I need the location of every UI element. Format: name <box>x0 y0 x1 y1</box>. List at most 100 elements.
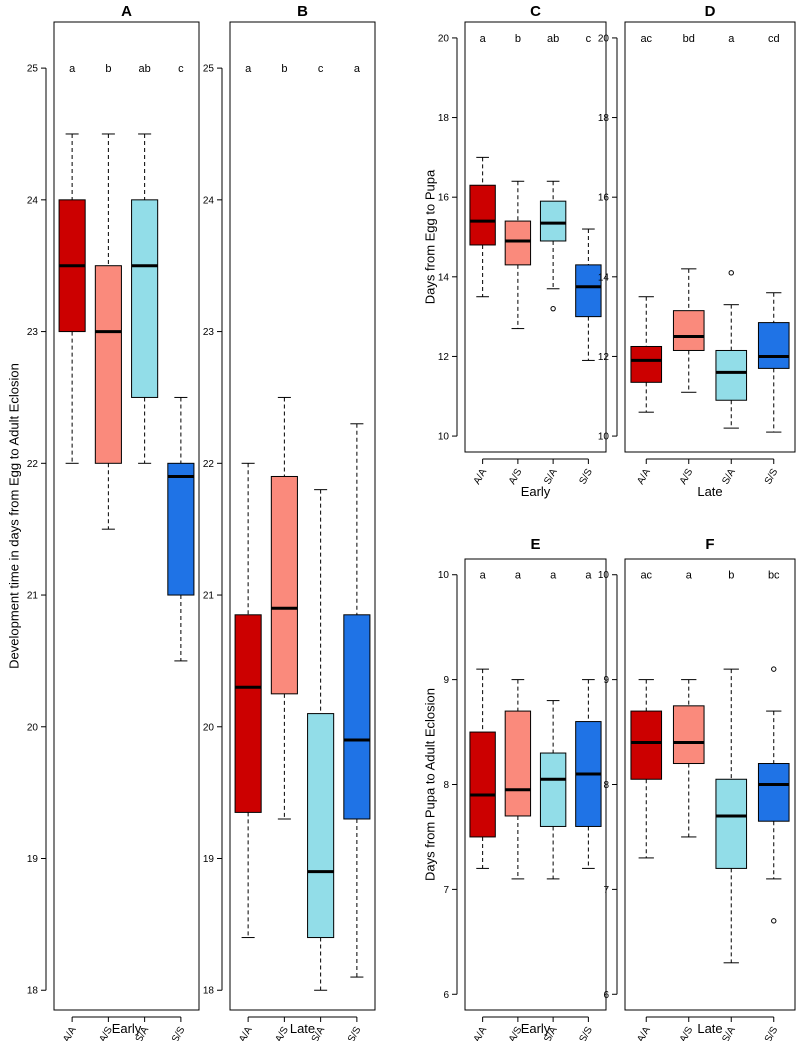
y-tick-label: 9 <box>443 675 449 686</box>
box-sa <box>539 752 567 827</box>
panel-title: D <box>705 3 716 20</box>
box-ss <box>757 763 790 822</box>
significance-letter: c <box>586 33 592 45</box>
box-aa <box>469 731 496 838</box>
significance-letter: b <box>728 570 734 582</box>
panel-f: F 6 7 8 9 10 A/A ac A/S a S/A b S/S bc Late <box>598 536 796 1041</box>
y-tick-label: 19 <box>27 854 39 865</box>
box-ss <box>575 264 602 318</box>
x-axis-title: Late <box>290 1021 315 1036</box>
x-tick-label: S/S <box>170 1025 188 1041</box>
box-aa <box>630 710 663 780</box>
panel-title: E <box>530 536 540 553</box>
panel-title: A <box>121 3 132 20</box>
y-tick-label: 9 <box>603 675 609 686</box>
panel-title: B <box>297 3 308 20</box>
x-tick-label: A/A <box>635 1025 653 1041</box>
y-tick-label: 20 <box>438 33 450 44</box>
significance-letter: bd <box>683 33 695 45</box>
y-tick-label: 6 <box>443 990 449 1001</box>
x-axis-title: Early <box>521 484 551 499</box>
y-tick-label: 8 <box>443 780 449 791</box>
x-tick-label: S/A <box>720 1025 738 1041</box>
significance-letter: c <box>178 63 184 75</box>
significance-letter: b <box>105 63 111 75</box>
y-tick-label: 18 <box>27 986 39 997</box>
plot-frame <box>624 558 796 1011</box>
y-tick-label: 22 <box>203 459 215 470</box>
y-tick-label: 10 <box>598 570 610 581</box>
significance-letter: a <box>686 570 693 582</box>
y-axis-title: Days from Pupa to Adult Eclosion <box>423 688 438 881</box>
y-tick-label: 7 <box>603 885 609 896</box>
significance-letter: b <box>515 33 521 45</box>
significance-letter: a <box>69 63 76 75</box>
y-tick-label: 10 <box>598 432 610 443</box>
x-axis-title: Late <box>697 484 722 499</box>
x-tick-label: S/S <box>763 1025 781 1041</box>
y-tick-label: 20 <box>27 722 39 733</box>
significance-letter: a <box>480 570 487 582</box>
y-tick-label: 20 <box>598 33 610 44</box>
significance-letter: cd <box>768 33 780 45</box>
x-tick-label: A/A <box>472 1025 490 1041</box>
box-as <box>270 475 298 695</box>
y-tick-label: 16 <box>438 193 450 204</box>
outlier-point <box>728 270 734 276</box>
significance-letter: a <box>585 570 592 582</box>
y-tick-label: 24 <box>203 195 215 206</box>
significance-letter: c <box>318 63 324 75</box>
x-tick-label: S/S <box>346 1025 364 1041</box>
significance-letter: a <box>480 33 487 45</box>
box-ss <box>343 614 371 820</box>
significance-letter: a <box>550 570 557 582</box>
box-aa <box>234 614 262 813</box>
significance-letter: ac <box>640 33 652 45</box>
y-tick-label: 20 <box>203 722 215 733</box>
x-tick-label: S/A <box>720 467 738 487</box>
box-sa <box>539 200 567 242</box>
x-axis-title: Early <box>112 1021 142 1036</box>
y-tick-label: 21 <box>27 591 39 602</box>
box-sa <box>715 349 748 401</box>
y-tick-label: 23 <box>27 327 39 338</box>
panel-d: D 10 12 14 16 18 20 A/A ac A/S bd S/A a S/S cd Late <box>598 3 796 499</box>
box-as <box>672 310 705 351</box>
significance-letter: bc <box>768 570 780 582</box>
outlier-point <box>771 918 777 924</box>
panel-title: F <box>705 536 714 553</box>
x-tick-label: S/S <box>577 467 595 487</box>
y-tick-label: 10 <box>438 570 450 581</box>
y-tick-label: 14 <box>438 272 450 283</box>
y-tick-label: 19 <box>203 854 215 865</box>
box-sa <box>131 199 159 398</box>
x-tick-label: S/S <box>577 1025 595 1041</box>
box-as <box>94 265 122 464</box>
x-axis-title: Late <box>697 1021 722 1036</box>
x-tick-label: A/S <box>273 1025 291 1041</box>
box-as <box>504 710 532 817</box>
box-sa <box>307 713 335 939</box>
significance-letter: b <box>281 63 287 75</box>
y-tick-label: 16 <box>598 193 610 204</box>
y-tick-label: 18 <box>438 113 450 124</box>
x-tick-label: A/A <box>472 467 490 487</box>
box-sa <box>715 778 748 869</box>
y-tick-label: 8 <box>603 780 609 791</box>
x-tick-label: A/S <box>678 467 696 487</box>
x-tick-label: A/S <box>678 1025 696 1041</box>
box-aa <box>630 345 663 383</box>
x-tick-label: A/A <box>635 467 653 487</box>
y-tick-label: 25 <box>203 64 215 75</box>
plot-frame <box>53 21 200 1011</box>
significance-letter: ac <box>640 570 652 582</box>
x-tick-label: S/S <box>763 467 781 487</box>
y-tick-label: 18 <box>598 113 610 124</box>
box-as <box>504 220 532 266</box>
outlier-point <box>771 666 777 672</box>
y-axis-title: Development time in days from Egg to Adu… <box>7 363 22 669</box>
significance-letter: a <box>515 570 522 582</box>
significance-letter: ab <box>547 33 559 45</box>
